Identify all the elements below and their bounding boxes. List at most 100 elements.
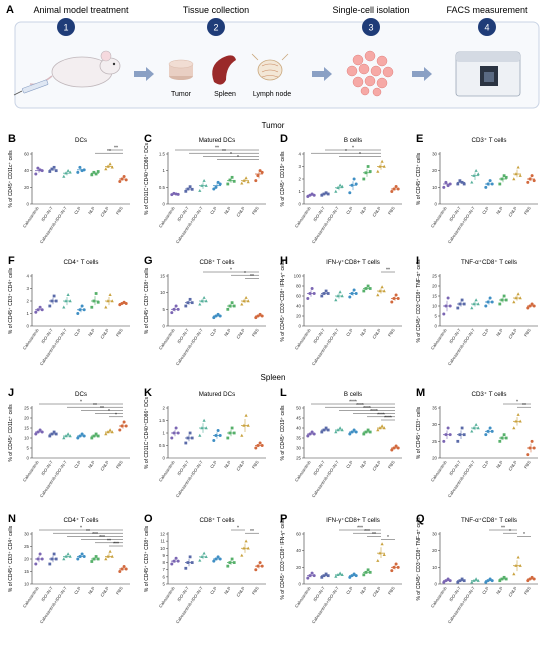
data-point	[364, 287, 368, 290]
x-tick-label: PBS	[523, 328, 532, 338]
data-point	[382, 164, 386, 168]
data-point	[230, 557, 234, 561]
data-point	[198, 433, 202, 437]
data-point	[518, 419, 522, 423]
data-point	[62, 174, 66, 178]
y-axis-label: % of CD45⁺ CD3⁺CD8⁺ IFN-γ⁺ cells	[280, 260, 286, 342]
panel-letter-a: A	[6, 4, 14, 16]
panel-title: CD8⁺ T cells	[199, 259, 234, 266]
y-tick-label: 30	[432, 532, 437, 537]
x-tick-label: CNLP	[507, 460, 518, 472]
data-point	[352, 177, 356, 181]
panel-letter: C	[144, 133, 152, 145]
data-point	[474, 422, 478, 426]
x-tick-label: Cabozantinib+IDO-IN-7	[39, 585, 69, 624]
data-point	[306, 576, 310, 580]
data-point	[502, 433, 506, 437]
data-point	[484, 580, 488, 584]
data-point	[326, 574, 330, 578]
panel-b: B DCs 0 20 40 60 % of CD45⁺ CD11c⁺ cells Caboza…	[8, 133, 130, 244]
y-tick-label: 10	[24, 436, 29, 441]
data-point	[306, 297, 310, 300]
significance-label: *	[352, 146, 354, 152]
data-point	[68, 434, 72, 438]
data-point	[94, 292, 98, 295]
data-point	[214, 434, 218, 437]
tumor-illustration	[168, 59, 194, 80]
panel-letter: G	[144, 255, 153, 267]
y-tick-label: 0.5	[159, 185, 166, 190]
data-point	[82, 308, 86, 312]
data-point	[256, 444, 260, 447]
data-point	[186, 301, 190, 305]
data-point	[202, 178, 206, 182]
data-point	[378, 289, 382, 293]
x-tick-label: CNLP	[235, 460, 246, 472]
y-tick-label: 0	[299, 202, 302, 207]
x-tick-label: CNLP	[507, 206, 518, 218]
data-point	[456, 580, 460, 584]
data-point	[498, 579, 502, 583]
data-point	[36, 430, 40, 434]
significance-label: *	[108, 409, 110, 415]
data-point	[68, 170, 72, 174]
data-point	[312, 292, 316, 295]
x-tick-label: NLP	[359, 460, 368, 470]
y-tick-label: 15	[24, 569, 29, 574]
data-point	[200, 426, 204, 430]
x-tick-label: IDO-IN-7	[448, 459, 462, 476]
significance-label: **	[107, 538, 111, 544]
data-point	[308, 574, 312, 578]
step-3-badge: 3	[362, 18, 380, 36]
y-tick-label: 0	[299, 324, 302, 329]
x-tick-label: PBS	[387, 586, 396, 596]
data-point	[218, 557, 222, 561]
data-point	[308, 193, 312, 197]
data-point	[442, 185, 446, 189]
y-tick-label: 30	[432, 152, 437, 157]
y-tick-label: 1	[163, 168, 166, 173]
data-point	[340, 184, 344, 188]
x-tick-label: PBS	[523, 586, 532, 596]
step-1-badge: 1	[57, 18, 75, 36]
data-point	[66, 168, 70, 172]
x-tick-label: CNLP	[99, 328, 110, 340]
data-point	[36, 308, 40, 312]
x-tick-label: Cabozantinib+IDO-IN-7	[447, 459, 477, 498]
data-point	[446, 426, 450, 430]
x-tick-label: PBS	[251, 460, 260, 470]
data-point	[390, 190, 394, 193]
data-point	[310, 430, 314, 434]
data-point	[324, 289, 328, 293]
data-point	[528, 577, 532, 581]
data-point	[364, 430, 368, 434]
panel-letter: B	[8, 133, 16, 145]
y-tick-label: 7	[163, 567, 166, 572]
y-axis-label: % of CD45⁺ CD3⁺CD8⁺ IFN-γ⁺ cells	[280, 518, 286, 600]
data-point	[176, 192, 180, 196]
x-tick-label: NLP	[87, 206, 96, 216]
significance-label: **	[250, 274, 254, 280]
data-point	[390, 569, 394, 573]
data-point	[338, 290, 342, 294]
data-point	[244, 413, 248, 417]
data-point	[444, 304, 448, 308]
y-tick-label: 10	[160, 546, 165, 551]
data-point	[474, 577, 478, 581]
significance-label: *	[359, 152, 361, 158]
x-tick-label: IDO-IN-7	[312, 205, 326, 222]
data-point	[202, 418, 206, 422]
panel-title: IFN-γ⁺CD8+ T cells	[326, 517, 380, 524]
x-tick-label: PBS	[387, 206, 396, 216]
data-point	[122, 420, 126, 424]
data-point	[212, 316, 216, 320]
data-point	[66, 293, 70, 296]
data-point	[504, 298, 508, 302]
data-point	[340, 294, 344, 298]
y-tick-label: 25	[24, 544, 29, 549]
data-point	[350, 292, 354, 295]
significance-label: *	[237, 526, 239, 532]
data-point	[488, 426, 492, 430]
x-tick-label: CLP	[345, 206, 354, 216]
